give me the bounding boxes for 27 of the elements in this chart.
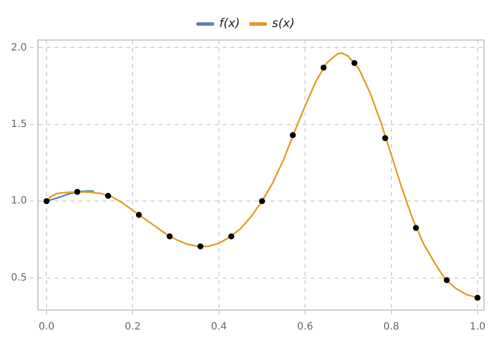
y-tick-label: 0.5 [10, 272, 27, 284]
y-tick-label: 1.0 [10, 196, 27, 207]
point [290, 132, 296, 138]
point [444, 277, 450, 284]
y-tick-label: 2.0 [10, 42, 27, 54]
x-tick-label: 0.8 [383, 322, 400, 333]
point [136, 212, 142, 218]
point [320, 64, 327, 71]
legend-label: f(x) [219, 16, 240, 30]
point [166, 233, 173, 240]
point [228, 233, 234, 240]
point [382, 135, 388, 142]
x-tick-label: 0.2 [124, 322, 141, 333]
point [474, 294, 481, 301]
point [412, 224, 419, 231]
point [44, 198, 50, 204]
x-tick-label: 1.0 [470, 322, 486, 333]
point [197, 243, 204, 250]
x-tick-label: 0.0 [38, 322, 54, 333]
point [351, 60, 358, 66]
x-tick-label: 0.4 [210, 322, 227, 333]
legend-label: s(x) [272, 16, 295, 30]
point [74, 188, 80, 195]
x-tick-label: 0.6 [297, 322, 314, 333]
y-tick-label: 1.5 [10, 118, 27, 130]
point [259, 198, 266, 204]
point [105, 192, 112, 199]
